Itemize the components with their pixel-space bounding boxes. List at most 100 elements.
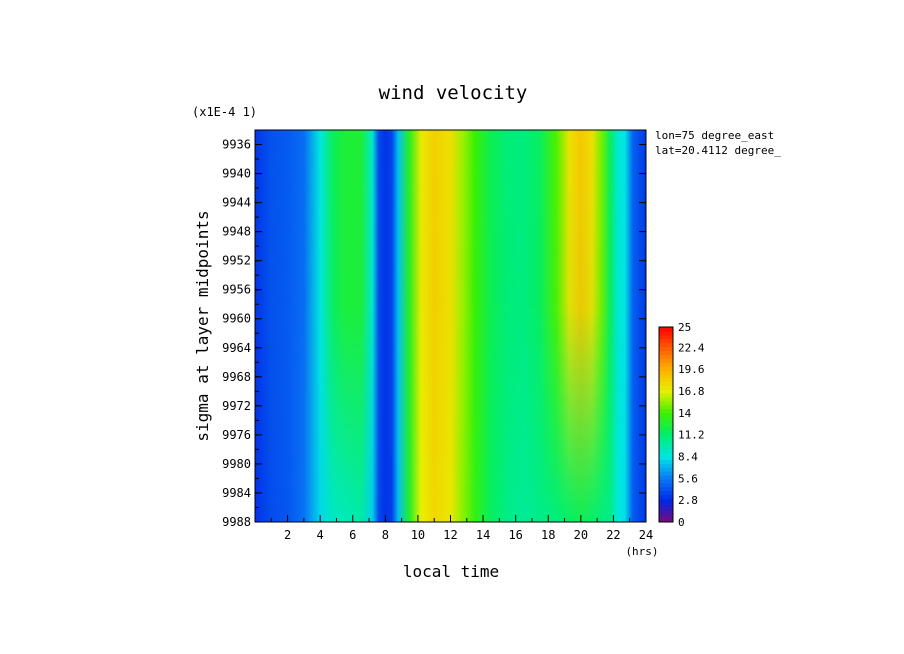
x-tick-label: 6 — [349, 528, 356, 542]
colorbar-band — [659, 389, 673, 394]
colorbar-band — [659, 385, 673, 390]
colorbar-tick-label: 16.8 — [678, 385, 705, 398]
colorbar-band — [659, 424, 673, 429]
colorbar-band — [659, 327, 673, 332]
colorbar-band — [659, 475, 673, 480]
x-tick-label: 4 — [317, 528, 324, 542]
x-tick-label: 8 — [382, 528, 389, 542]
colorbar-band — [659, 346, 673, 351]
y-tick-label: 9956 — [222, 283, 251, 297]
colorbar-tick-label: 25 — [678, 321, 691, 334]
colorbar-band — [659, 447, 673, 453]
colorbar-band — [659, 506, 673, 511]
colorbar-band — [659, 498, 673, 503]
x-axis: 2 4 6 8 10 12 14 16 18 20 22 24 — [270, 515, 653, 542]
colorbar-band — [659, 459, 673, 464]
chart-title: wind velocity — [379, 82, 528, 104]
y-tick-label: 9984 — [222, 486, 251, 500]
colorbar-band — [659, 479, 673, 484]
annotation-block: lon=75 degree_east lat=20.4112 degree_ — [655, 129, 781, 157]
colorbar-band — [659, 451, 673, 457]
colorbar-band — [659, 471, 673, 476]
colorbar-band — [659, 420, 673, 425]
colorbar-band — [659, 463, 673, 468]
colorbar-band — [659, 502, 673, 507]
colorbar-band — [659, 397, 673, 402]
colorbar-tick-label: 14 — [678, 407, 692, 420]
y-tick-label: 9964 — [222, 341, 251, 355]
x-tick-label: 10 — [411, 528, 425, 542]
colorbar-tick-label: 8.4 — [678, 450, 698, 463]
x-tick-label: 24 — [639, 528, 653, 542]
colorbar-tick-label: 0 — [678, 516, 685, 529]
colorbar-band — [659, 510, 673, 515]
colorbar-band — [659, 362, 673, 367]
y-tick-label: 9976 — [222, 428, 251, 442]
colorbar-tick-label: 2.8 — [678, 494, 698, 507]
x-tick-label: 12 — [443, 528, 457, 542]
x-tick-label: 18 — [541, 528, 555, 542]
colorbar-band — [659, 366, 673, 371]
colorbar-tick-label: 5.6 — [678, 472, 698, 485]
colorbar-tick-label: 22.4 — [678, 341, 705, 354]
colorbar-band — [659, 440, 673, 445]
colorbar-band — [659, 514, 673, 519]
y-axis: 9936 9940 9944 9948 9952 9956 9960 9964 9968 9972… — [222, 129, 646, 529]
y-tick-label: 9952 — [222, 254, 251, 268]
colorbar-band — [659, 408, 673, 414]
y-tick-label: 9980 — [222, 457, 251, 471]
y-tick-label: 9960 — [222, 312, 251, 326]
scale-note: (x1E-4 1) — [192, 105, 257, 119]
colorbar-tick-label: 19.6 — [678, 363, 705, 376]
colorbar-band — [659, 467, 673, 472]
colorbar-band — [659, 377, 673, 383]
y-tick-label: 9936 — [222, 138, 251, 152]
colorbar-band — [659, 518, 673, 523]
x-tick-label: 2 — [284, 528, 291, 542]
colorbar-band — [659, 369, 673, 375]
colorbar-band — [659, 358, 673, 363]
plot-area — [254, 129, 647, 523]
colorbar-band — [659, 428, 673, 433]
colorbar-band — [659, 334, 673, 340]
y-tick-label: 9940 — [222, 167, 251, 181]
colorbar-band — [659, 444, 673, 449]
y-tick-label: 9988 — [222, 515, 251, 529]
colorbar-band — [659, 381, 673, 386]
x-tick-label: 16 — [508, 528, 522, 542]
colorbar-frame — [658, 326, 674, 523]
colorbar-band — [659, 494, 673, 500]
y-tick-label: 9972 — [222, 399, 251, 413]
colorbar-band — [659, 405, 673, 410]
y-axis-label: sigma at layer midpoints — [193, 210, 212, 441]
y-tick-label: 9968 — [222, 370, 251, 384]
y-tick-label: 9944 — [222, 196, 251, 210]
x-axis-label: local time — [403, 562, 499, 581]
colorbar-band — [659, 483, 673, 488]
colorbar-band — [659, 412, 673, 418]
colorbar: 0 2.8 5.6 8.4 11.2 14 16.8 19.6 22.4 25 — [658, 321, 705, 529]
colorbar-band — [659, 338, 673, 344]
colorbar-band — [659, 393, 673, 398]
colorbar-band — [659, 432, 673, 437]
x-tick-label: 22 — [606, 528, 620, 542]
colorbar-band — [659, 436, 673, 441]
colorbar-band — [659, 354, 673, 359]
heatmap-field-bottom — [255, 130, 646, 522]
x-axis-unit: (hrs) — [625, 545, 658, 558]
colorbar-band — [659, 401, 673, 406]
colorbar-band — [659, 455, 673, 461]
colorbar-band — [659, 330, 673, 336]
colorbar-band — [659, 350, 673, 355]
x-tick-label: 20 — [574, 528, 588, 542]
colorbar-band — [659, 416, 673, 422]
y-tick-label: 9948 — [222, 225, 251, 239]
annotation-lon: lon=75 degree_east — [655, 129, 774, 142]
colorbar-band — [659, 342, 673, 347]
colorbar-band — [659, 490, 673, 496]
colorbar-band — [659, 373, 673, 379]
annotation-lat: lat=20.4112 degree_ — [655, 144, 781, 157]
x-tick-label: 14 — [476, 528, 490, 542]
colorbar-band — [659, 486, 673, 492]
